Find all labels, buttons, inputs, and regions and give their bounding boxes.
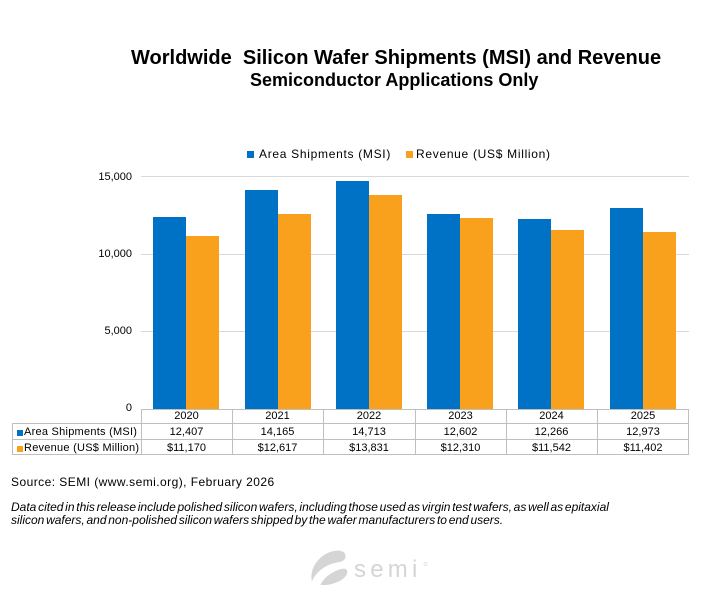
svg-text:semi: semi bbox=[354, 556, 421, 583]
